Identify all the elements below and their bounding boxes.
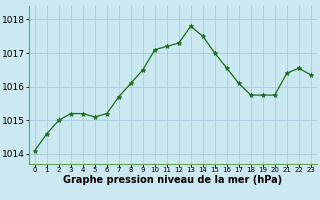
X-axis label: Graphe pression niveau de la mer (hPa): Graphe pression niveau de la mer (hPa): [63, 175, 282, 185]
